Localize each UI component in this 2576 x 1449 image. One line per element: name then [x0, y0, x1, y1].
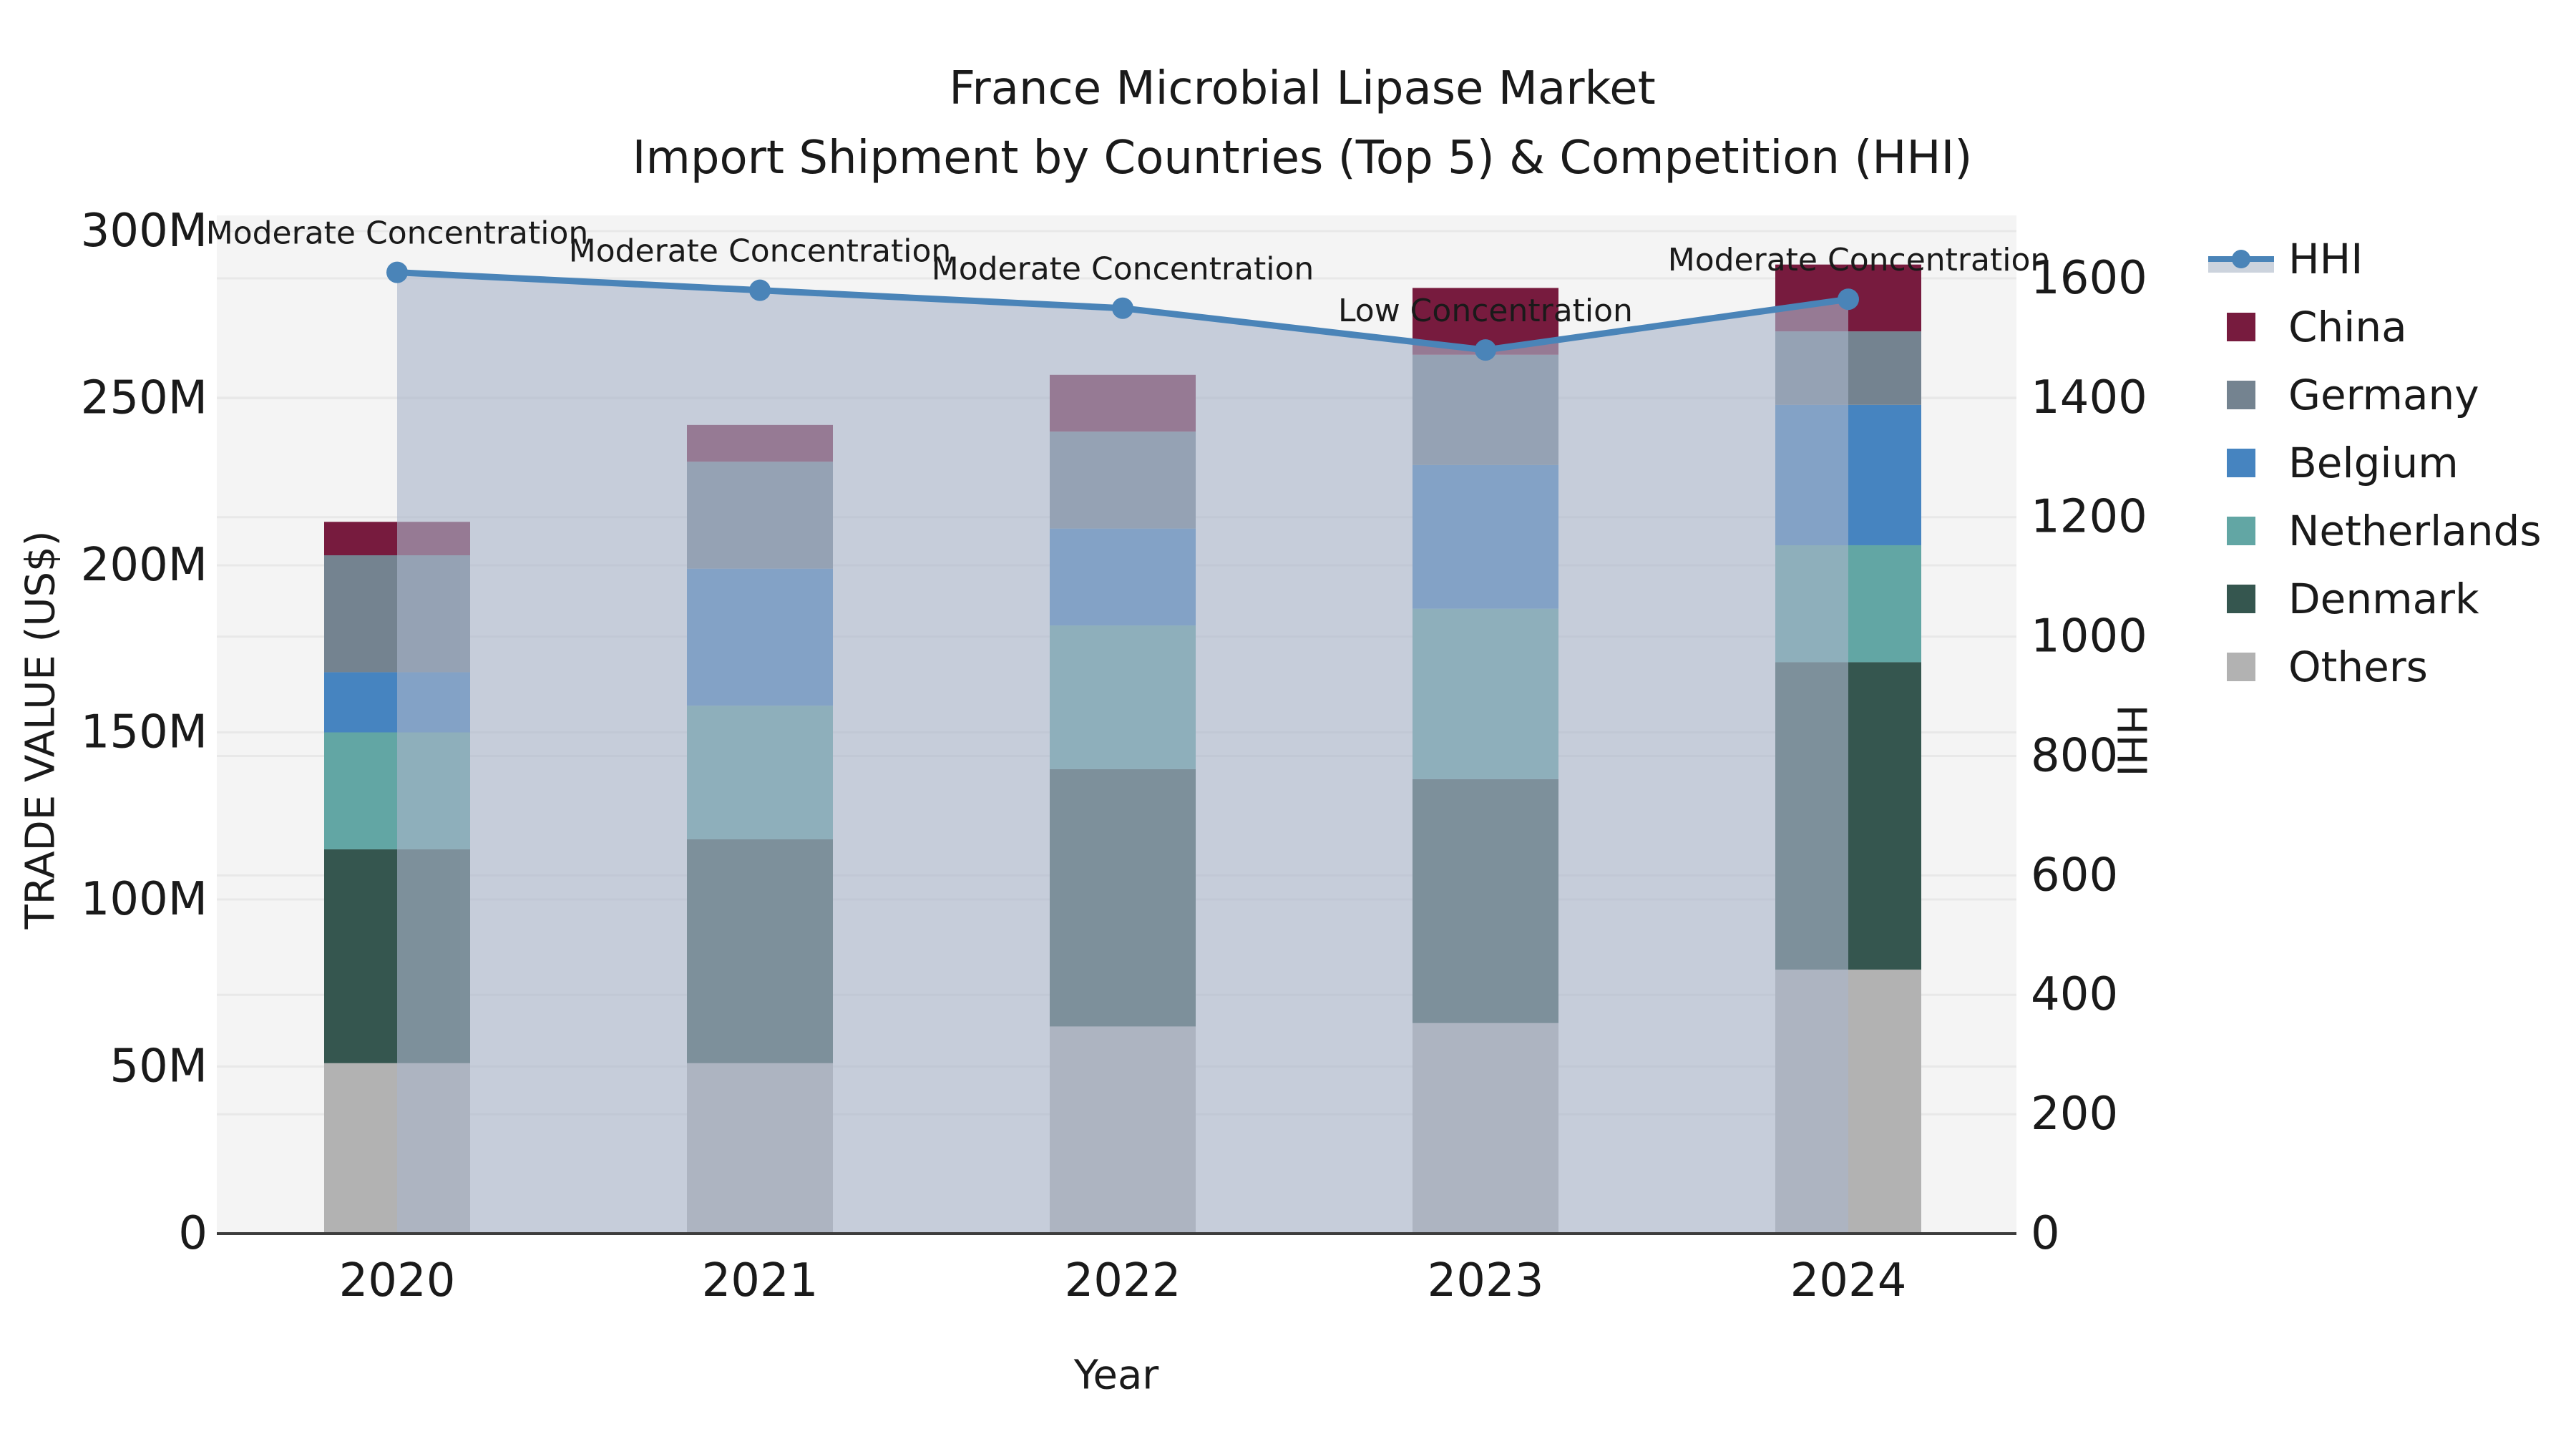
legend-label-belgium: Belgium	[2288, 439, 2459, 487]
right-tick-1600: 1600	[2031, 252, 2147, 305]
left-tick-150M: 150M	[81, 706, 208, 759]
legend-swatch-others-icon	[2227, 653, 2255, 681]
hhi-point-2020	[386, 261, 408, 283]
legend-label-china: China	[2288, 303, 2407, 351]
annotation-2024: Moderate Concentration	[1668, 242, 2051, 278]
x-axis-label: Year	[1073, 1352, 1160, 1399]
legend-swatch-netherlands-icon	[2227, 517, 2255, 545]
right-tick-800: 800	[2031, 729, 2118, 782]
hhi-area-fill	[397, 272, 1848, 1234]
x-tick-2021: 2021	[702, 1254, 819, 1307]
annotation-2021: Moderate Concentration	[569, 233, 952, 270]
right-tick-0: 0	[2031, 1207, 2060, 1260]
legend-label-germany: Germany	[2288, 371, 2479, 419]
right-tick-1000: 1000	[2031, 610, 2147, 663]
chart-title-line1: France Microbial Lipase Market	[949, 62, 1656, 115]
annotation-2023: Low Concentration	[1338, 293, 1633, 329]
right-tick-1200: 1200	[2031, 491, 2147, 544]
annotation-2020: Moderate Concentration	[206, 215, 589, 252]
left-tick-250M: 250M	[81, 372, 208, 425]
y-axis-label-left: TRADE VALUE (US$)	[18, 531, 64, 930]
legend-swatch-china-icon	[2227, 313, 2255, 341]
left-tick-100M: 100M	[81, 873, 208, 926]
hhi-point-2021	[749, 279, 771, 301]
chart-title-line2: Import Shipment by Countries (Top 5) & C…	[633, 132, 1973, 185]
legend-swatch-denmark-icon	[2227, 585, 2255, 613]
legend-swatch-belgium-icon	[2227, 449, 2255, 477]
hhi-point-2023	[1475, 339, 1496, 361]
hhi-point-2022	[1112, 297, 1133, 319]
right-tick-400: 400	[2031, 968, 2118, 1021]
left-tick-200M: 200M	[81, 539, 208, 592]
legend-hhi-marker-icon	[2232, 250, 2250, 268]
left-tick-300M: 300M	[81, 205, 208, 258]
right-tick-1400: 1400	[2031, 371, 2147, 424]
x-tick-2020: 2020	[339, 1254, 456, 1307]
legend-label-hhi: HHI	[2288, 235, 2363, 283]
y-axis-label-right: HHI	[2108, 705, 2155, 777]
x-tick-2024: 2024	[1790, 1254, 1907, 1307]
annotation-2022: Moderate Concentration	[932, 251, 1314, 288]
x-tick-2023: 2023	[1428, 1254, 1544, 1307]
legend-swatch-germany-icon	[2227, 381, 2255, 409]
left-tick-0: 0	[178, 1207, 208, 1260]
generated-chart-layers: 0 50M 100M 150M 200M 250M 300M 0 200 400 600 800 100…	[81, 205, 2542, 1307]
left-tick-50M: 50M	[109, 1040, 208, 1093]
legend-label-denmark: Denmark	[2288, 575, 2479, 623]
legend-label-others: Others	[2288, 643, 2428, 691]
right-tick-600: 600	[2031, 849, 2118, 902]
right-tick-200: 200	[2031, 1088, 2118, 1141]
legend-label-netherlands: Netherlands	[2288, 507, 2542, 555]
hhi-point-2024	[1838, 288, 1859, 311]
x-tick-2022: 2022	[1065, 1254, 1181, 1307]
